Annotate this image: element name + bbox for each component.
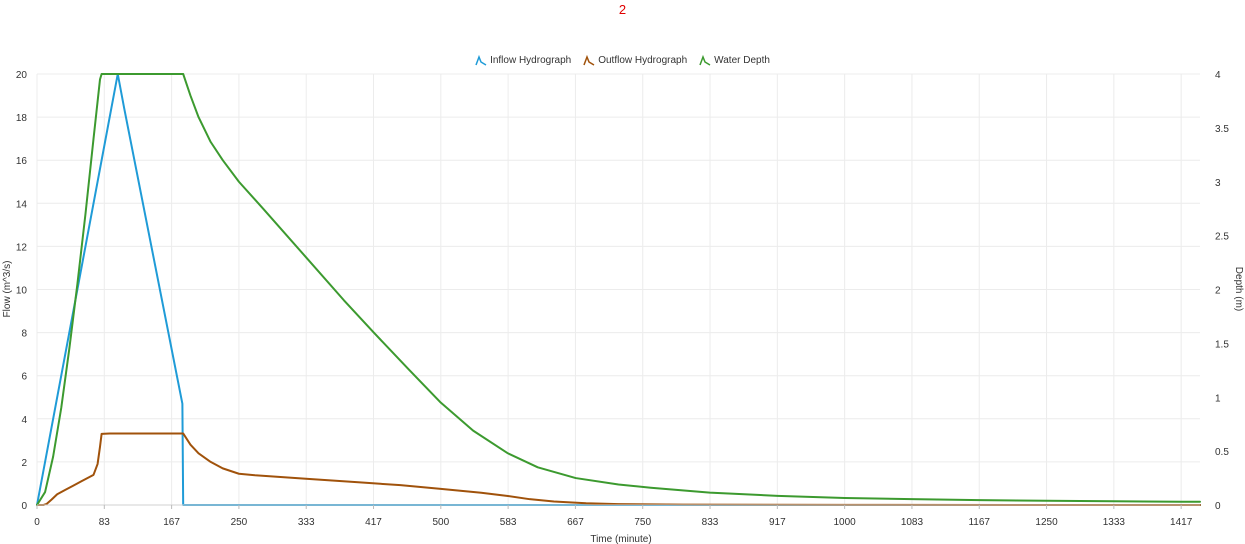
x-tick-labels: 0 83 167 250 333 417 500 583 667 750 833 917 1000 108…	[34, 505, 1193, 528]
legend-label: Inflow Hydrograph	[490, 54, 572, 66]
y-tick-label: 0	[21, 501, 27, 512]
x-tick-label: 1333	[1103, 517, 1126, 528]
x-tick-label: 1250	[1035, 517, 1058, 528]
y-tick-label: 4	[21, 415, 27, 426]
y-axis-label: Flow (m^3/s)	[2, 261, 13, 318]
y2-tick-label: 1.5	[1215, 339, 1229, 350]
y2-tick-label: 2	[1215, 286, 1221, 297]
y2-tick-label: 1	[1215, 393, 1221, 404]
y2-tick-label: 3	[1215, 178, 1221, 189]
y2-tick-labels: 0 0.5 1 1.5 2 2.5 3 3.5 4	[1215, 70, 1229, 512]
x-tick-label: 333	[298, 517, 315, 528]
y-tick-label: 2	[21, 458, 27, 469]
y2-tick-label: 0.5	[1215, 447, 1229, 458]
x-tick-label: 917	[769, 517, 786, 528]
legend-swatch	[475, 54, 487, 66]
x-tick-label: 583	[500, 517, 517, 528]
x-tick-label: 1417	[1170, 517, 1193, 528]
x-tick-label: 500	[432, 517, 449, 528]
x-tick-label: 83	[99, 517, 111, 528]
legend-swatch	[699, 54, 711, 66]
y-tick-label: 6	[21, 372, 27, 383]
x-tick-label: 833	[702, 517, 719, 528]
x-axis-label: Time (minute)	[590, 534, 651, 544]
y2-tick-label: 2.5	[1215, 232, 1229, 243]
x-tick-label: 417	[365, 517, 382, 528]
x-tick-label: 250	[231, 517, 248, 528]
series-line-water-depth	[36, 73, 1201, 506]
y-tick-label: 14	[16, 199, 28, 210]
x-tick-label: 1000	[834, 517, 857, 528]
legend-item-water-depth[interactable]: Water Depth	[699, 54, 770, 66]
legend-label: Water Depth	[714, 54, 770, 66]
legend-label: Outflow Hydrograph	[598, 54, 688, 66]
legend-line-icon	[583, 54, 595, 66]
y-tick-label: 20	[16, 70, 28, 81]
y2-tick-label: 4	[1215, 70, 1221, 81]
y2-tick-label: 3.5	[1215, 124, 1229, 135]
grid	[36, 73, 1200, 505]
y-tick-labels: 0 2 4 6 8 10 12 14 16 18 20	[16, 70, 28, 512]
x-tick-label: 0	[34, 517, 40, 528]
y-tick-label: 8	[21, 329, 27, 340]
x-tick-label: 667	[567, 517, 584, 528]
x-tick-label: 1167	[968, 517, 990, 528]
x-tick-label: 750	[634, 517, 651, 528]
x-tick-label: 167	[163, 517, 180, 528]
y-tick-label: 18	[16, 113, 28, 124]
x-tick-label: 1083	[901, 517, 924, 528]
legend-item-outflow-hydrograph[interactable]: Outflow Hydrograph	[583, 54, 687, 66]
legend-line-icon	[475, 54, 487, 66]
legend-item-inflow-hydrograph[interactable]: Inflow Hydrograph	[475, 54, 571, 66]
legend-swatch	[583, 54, 595, 66]
chart-title: 2	[618, 2, 627, 17]
legend: Inflow Hydrograph Outflow Hydrograph Water…	[0, 54, 1245, 66]
y-tick-label: 16	[16, 156, 28, 167]
series-line-outflow-hydrograph	[36, 432, 1201, 506]
y2-axis-label: Depth (m)	[1233, 267, 1244, 311]
y-tick-label: 10	[16, 286, 28, 297]
y2-tick-label: 0	[1215, 501, 1221, 512]
legend-line-icon	[699, 54, 711, 66]
y-tick-label: 12	[16, 242, 28, 253]
